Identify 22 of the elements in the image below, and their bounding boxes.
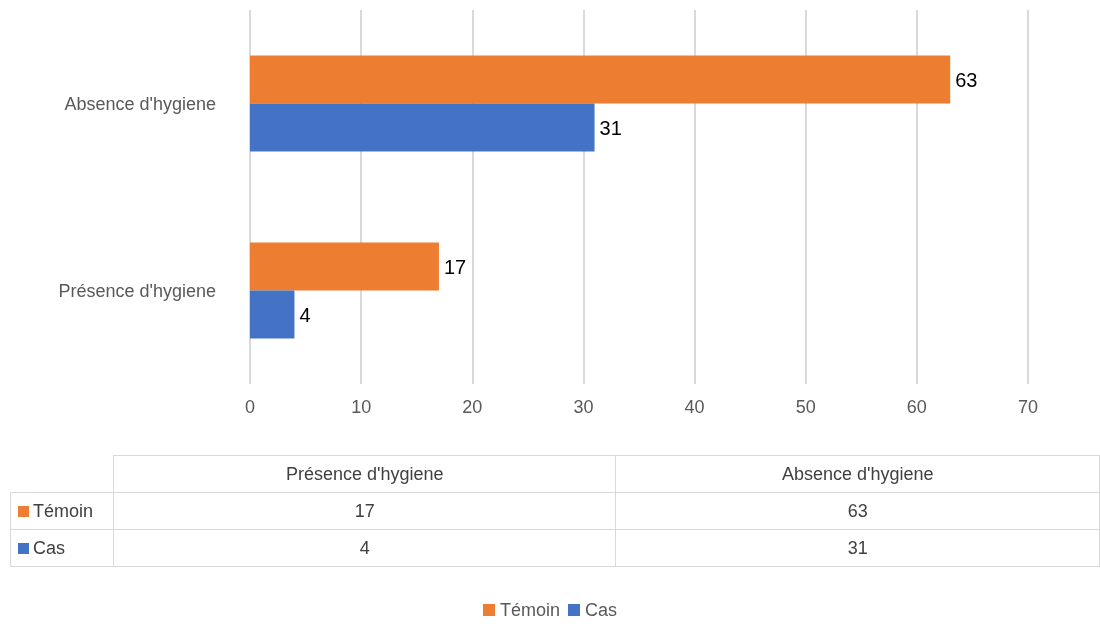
category-label: Présence d'hygiene bbox=[285, 463, 444, 484]
text: Cas bbox=[33, 537, 66, 558]
x-tick-label: 40 bbox=[684, 397, 705, 417]
data-label: 63 bbox=[955, 68, 978, 91]
x-tick-label: 50 bbox=[795, 397, 816, 417]
x-tick-label: 30 bbox=[573, 397, 594, 417]
data-label: 31 bbox=[599, 116, 622, 139]
legend-label: Cas bbox=[585, 600, 618, 620]
text: Témoin bbox=[499, 600, 561, 620]
data-label: 17 bbox=[443, 255, 467, 278]
x-tick-label: 20 bbox=[462, 397, 483, 417]
x-tick-label: 60 bbox=[906, 397, 927, 417]
x-tick-label: 0 bbox=[244, 397, 256, 417]
text: 31 bbox=[847, 537, 868, 558]
text: 17 bbox=[354, 500, 375, 521]
text: 63 bbox=[847, 500, 868, 521]
x-tick-label: 10 bbox=[351, 397, 372, 417]
data-label: 4 bbox=[299, 303, 311, 326]
text: 4 bbox=[359, 537, 370, 558]
category-label: Absence d'hygiene bbox=[781, 463, 934, 484]
x-tick-label: 70 bbox=[1017, 397, 1039, 417]
legend-label: Témoin bbox=[10, 492, 114, 530]
